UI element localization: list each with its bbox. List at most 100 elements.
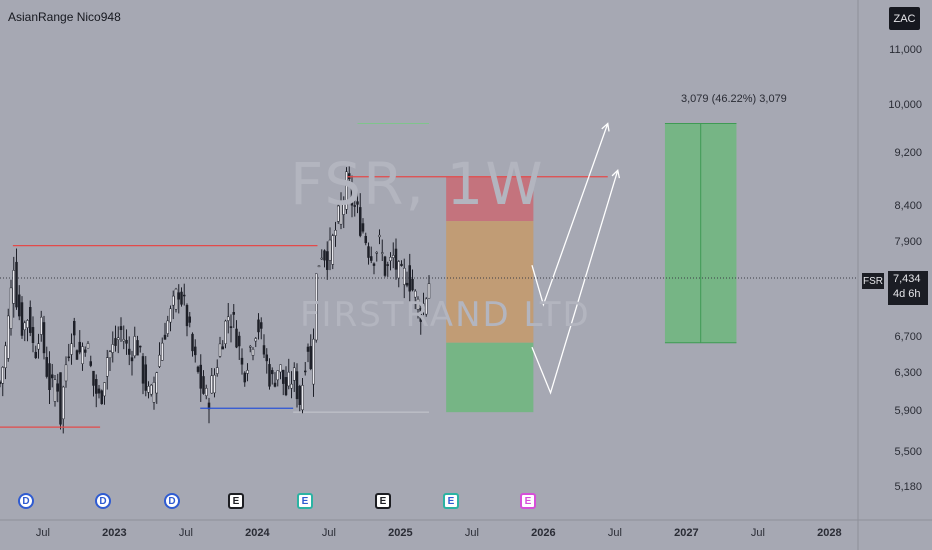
- candle-body: [183, 294, 186, 297]
- candle-body: [381, 252, 384, 254]
- candle-body: [419, 308, 422, 322]
- y-tick-label: 8,400: [894, 200, 922, 213]
- candle-body: [246, 370, 249, 374]
- earnings-event-icon[interactable]: E: [375, 493, 391, 509]
- y-tick-label: 5,180: [894, 480, 922, 493]
- earnings-event-icon[interactable]: E: [297, 493, 313, 509]
- candle-body: [304, 370, 307, 373]
- candle-body: [18, 294, 21, 317]
- candle-body: [172, 295, 175, 306]
- candle-body: [163, 334, 167, 340]
- candle-body: [205, 388, 208, 396]
- candle-body: [262, 345, 266, 355]
- y-tick-label: 9,200: [894, 147, 922, 160]
- candle-body: [400, 263, 403, 267]
- earnings-event-icon[interactable]: E: [520, 493, 536, 509]
- candle-body: [103, 382, 106, 397]
- candle-body: [378, 234, 381, 238]
- candle-body: [26, 320, 29, 328]
- candle-body: [196, 366, 200, 372]
- candle-body: [232, 312, 235, 315]
- x-tick-label: 2023: [102, 527, 127, 539]
- candle-body: [273, 382, 277, 387]
- candle-body: [31, 327, 35, 344]
- candle-body: [359, 207, 362, 236]
- candle-body: [97, 388, 101, 394]
- candle-body: [260, 322, 263, 329]
- candle-body: [152, 382, 156, 403]
- candle-body: [45, 357, 48, 377]
- candle-body: [394, 248, 398, 270]
- candle-body: [238, 335, 241, 347]
- candle-body: [372, 263, 376, 266]
- candle-body: [139, 345, 142, 348]
- ticker-tag: FSR: [862, 273, 884, 289]
- candle-body: [34, 351, 37, 358]
- candle-body: [293, 367, 296, 381]
- candle-body: [133, 336, 136, 357]
- candle-body: [122, 339, 125, 342]
- candle-body: [40, 316, 43, 335]
- candle-body: [306, 346, 310, 352]
- candle-body: [249, 346, 252, 348]
- measure-label: 3,079 (46.22%) 3,079: [681, 93, 787, 105]
- candle-body: [210, 375, 213, 394]
- projection-arrowhead-1: [611, 168, 621, 179]
- candle-body: [331, 235, 334, 265]
- candle-body: [235, 328, 238, 348]
- x-tick-label: 2026: [531, 527, 556, 539]
- candle-body: [279, 364, 282, 373]
- candle-body: [81, 346, 84, 364]
- candle-body: [23, 322, 26, 331]
- y-tick-label: 7,900: [894, 235, 922, 248]
- y-tick-label: 10,000: [888, 98, 922, 111]
- candle-body: [389, 257, 392, 261]
- bar-countdown: 4d 6h: [893, 288, 921, 300]
- candle-body: [147, 386, 150, 393]
- earnings-event-icon[interactable]: E: [228, 493, 244, 509]
- candle-body: [144, 364, 147, 391]
- candle-body: [67, 356, 70, 359]
- candle-body: [317, 265, 321, 268]
- candle-body: [339, 203, 343, 225]
- candle-body: [315, 273, 318, 341]
- candle-body: [51, 374, 54, 379]
- candle-body: [78, 341, 81, 353]
- y-tick-label: 6,300: [894, 367, 922, 380]
- candle-body: [282, 369, 285, 384]
- candle-body: [221, 346, 224, 350]
- dividend-event-icon[interactable]: D: [18, 493, 34, 509]
- candle-body: [243, 372, 246, 383]
- candle-body: [364, 235, 367, 244]
- earnings-event-icon[interactable]: E: [443, 493, 459, 509]
- candle-body: [194, 346, 197, 356]
- candle-body: [12, 270, 15, 304]
- watermark-symbol: FSR, 1W: [290, 150, 545, 218]
- candle-body: [271, 370, 274, 375]
- candle-body: [177, 292, 180, 300]
- candle-body: [180, 291, 183, 305]
- candle-body: [95, 379, 98, 394]
- candle-body: [125, 339, 128, 344]
- candle-body: [328, 239, 332, 261]
- candle-body: [188, 316, 191, 323]
- last-price: 7,434: [893, 273, 921, 285]
- indicator-label[interactable]: AsianRange Nico948: [8, 10, 121, 24]
- candle-body: [416, 298, 420, 310]
- x-tick-label: 2025: [388, 527, 413, 539]
- candle-body: [342, 200, 345, 215]
- candle-body: [276, 370, 279, 381]
- zone-stop_zone-0: [446, 176, 534, 222]
- y-tick-label: 11,000: [889, 43, 922, 56]
- candle-body: [224, 320, 227, 344]
- candle-body: [312, 338, 315, 385]
- y-tick-label: 6,700: [894, 331, 922, 344]
- dividend-event-icon[interactable]: D: [164, 493, 180, 509]
- dividend-event-icon[interactable]: D: [95, 493, 111, 509]
- candle-body: [136, 340, 139, 356]
- candle-body: [130, 357, 134, 362]
- candle-body: [108, 351, 112, 359]
- candle-body: [75, 350, 79, 360]
- currency-button[interactable]: ZAC: [889, 7, 920, 30]
- candle-body: [257, 319, 260, 333]
